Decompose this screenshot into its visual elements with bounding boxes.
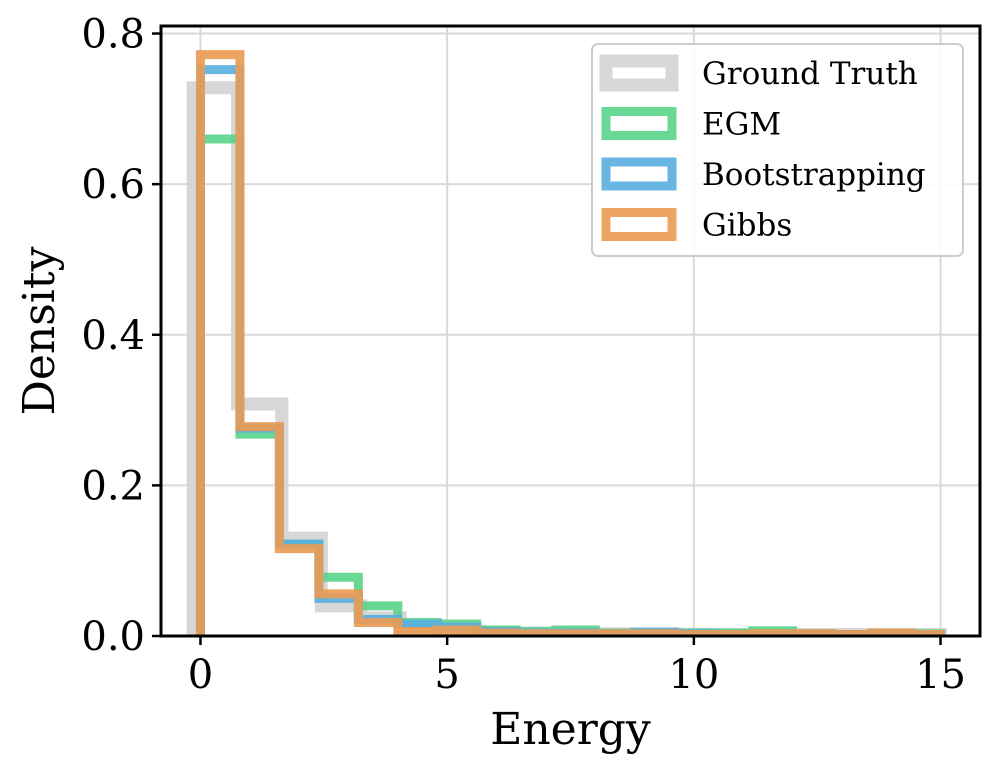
x-tick-label: 15 bbox=[915, 652, 966, 698]
y-tick-label: 0.0 bbox=[81, 614, 145, 660]
legend-label-egm: EGM bbox=[702, 107, 781, 143]
plot-area bbox=[186, 50, 948, 636]
legend-swatch-egm bbox=[601, 107, 677, 140]
axis-ticks: 0 5 10 15 0.0 0.2 0.4 0.6 0.8 bbox=[81, 12, 966, 698]
y-axis-title: Density bbox=[14, 246, 65, 415]
legend-box bbox=[591, 43, 964, 257]
x-tick-label: 10 bbox=[668, 652, 719, 698]
legend-swatch-gibbs bbox=[601, 208, 677, 241]
legend-swatch-bootstrapping bbox=[601, 157, 677, 191]
y-tick-label: 0.6 bbox=[81, 162, 145, 208]
series-gibbs-step bbox=[195, 50, 946, 636]
x-tick-label: 0 bbox=[188, 652, 213, 698]
legend-label-ground-truth: Ground Truth bbox=[702, 56, 918, 92]
x-axis-title: Energy bbox=[490, 704, 651, 755]
legend-label-bootstrapping: Bootstrapping bbox=[702, 157, 926, 193]
y-tick-label: 0.4 bbox=[81, 313, 145, 359]
axes-frame bbox=[159, 24, 982, 638]
y-tick-label: 0.8 bbox=[81, 12, 145, 58]
legend: Ground Truth EGM Bootstrapping Gibbs bbox=[591, 43, 964, 257]
legend-label-gibbs: Gibbs bbox=[702, 208, 792, 244]
x-tick-label: 5 bbox=[434, 652, 459, 698]
y-tick-label: 0.2 bbox=[81, 463, 145, 509]
legend-swatch-ground-truth bbox=[599, 54, 679, 92]
